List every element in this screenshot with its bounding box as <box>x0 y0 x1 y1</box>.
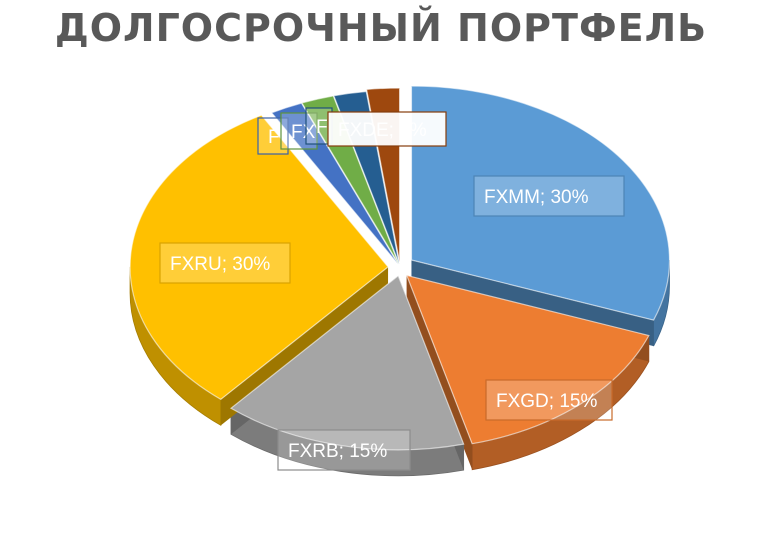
data-label-text-f-6: F <box>316 117 328 138</box>
data-label-box-fxmm-0 <box>473 175 625 217</box>
chart-title: ДОЛГОСРОЧНЫЙ ПОРТФЕЛЬ <box>54 6 708 50</box>
data-label-text-fxrb-2: FXRB; 15% <box>288 441 387 462</box>
data-label-text-fxru-3: FXRU; 30% <box>170 254 270 275</box>
data-label-box-fxru-3 <box>159 242 291 284</box>
slice-wall-fxgd-1 <box>406 275 473 470</box>
data-label-fxrb-2: FXRB; 15% <box>277 429 411 471</box>
data-label-text-fx-4: F <box>268 127 280 148</box>
data-label-box-fxrb-2 <box>277 429 411 471</box>
data-label-text-fxde-7: FXDE; 2% <box>338 120 427 141</box>
data-label-fxru-3: FXRU; 30% <box>159 242 291 284</box>
slice-fxgd-1 <box>405 274 650 445</box>
data-label-text-fxmm-0: FXMM; 30% <box>484 187 589 208</box>
data-label-box-fx-5 <box>280 112 318 150</box>
data-label-box-fxde-7 <box>327 111 447 147</box>
data-label-fxgd-1: FXGD; 15% <box>485 379 613 421</box>
data-label-fx-5: FX <box>280 112 318 150</box>
data-label-fx-4: F <box>257 117 289 155</box>
data-label-fxde-7: FXDE; 2% <box>327 111 447 147</box>
data-labels: FXMM; 30%FXGD; 15%FXRB; 15%FXRU; 30%F FX F… <box>159 107 625 471</box>
data-label-text-fx-5: FX <box>291 122 316 143</box>
data-label-text-fxgd-1: FXGD; 15% <box>496 391 597 412</box>
slice-fxru-3 <box>129 114 389 401</box>
slice-fxmm-0 <box>410 85 671 321</box>
slice-fxrb-2 <box>229 274 465 451</box>
data-label-box-fx-4 <box>257 117 289 155</box>
data-label-box-fxgd-1 <box>485 379 613 421</box>
data-label-fxmm-0: FXMM; 30% <box>473 175 625 217</box>
